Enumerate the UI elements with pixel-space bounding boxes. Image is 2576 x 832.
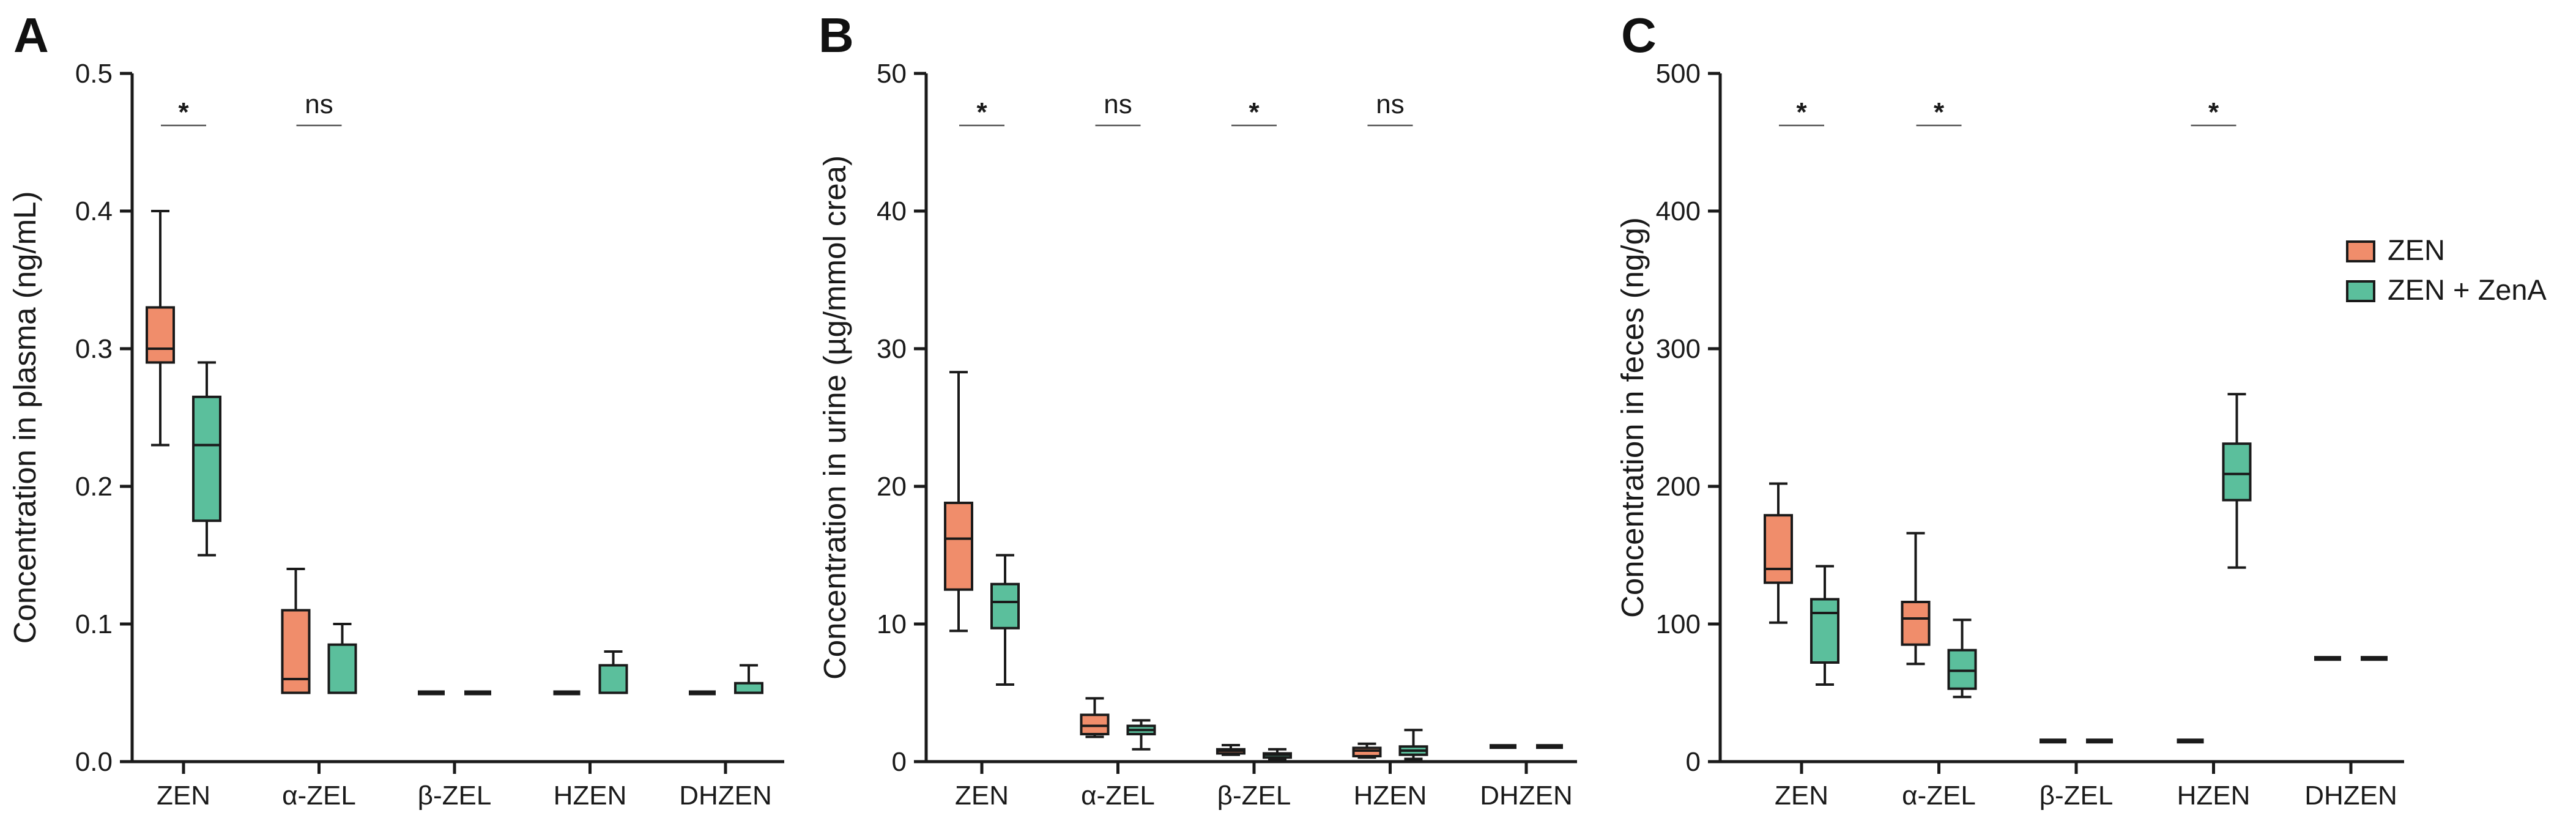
box-iqr: [1901, 601, 1931, 646]
significance-label: *: [178, 97, 189, 127]
panel-b: B Concentration in urine (µg/mmol crea) 0 1…: [817, 8, 1577, 811]
x-tick-label: DHZEN: [1480, 781, 1573, 811]
box-zen-zena: [1810, 565, 1839, 686]
legend: ZEN ZEN + ZenA: [2346, 234, 2547, 306]
significance-label: *: [1796, 97, 1807, 127]
box-iqr: [1947, 648, 1977, 690]
significance-label: ns: [1104, 89, 1132, 119]
legend-label: ZEN + ZenA: [2388, 273, 2547, 306]
y-tick-label: 100: [1656, 609, 1701, 639]
panel-letter: A: [13, 8, 49, 62]
x-tick-label: DHZEN: [2304, 781, 2397, 811]
box-zen-zena: [327, 623, 357, 694]
panel-letter: C: [1621, 8, 1657, 62]
box-zen-zena: [598, 650, 628, 694]
box-zen-zena: [734, 664, 763, 694]
y-tick-label: 300: [1656, 334, 1701, 364]
box-iqr: [192, 395, 221, 522]
y-tick-label: 0.4: [75, 196, 113, 226]
box-iqr: [1810, 598, 1839, 664]
y-tick-label: 0: [892, 747, 907, 777]
box-iqr: [146, 306, 175, 364]
significance-label: *: [976, 97, 987, 127]
y-tick-label: 200: [1656, 472, 1701, 502]
legend-label: ZEN: [2388, 234, 2445, 266]
box-iqr: [327, 643, 357, 694]
significance-label: ns: [305, 89, 333, 119]
x-tick-label: HZEN: [1354, 781, 1427, 811]
y-tick-label: 0.5: [75, 59, 113, 89]
y-tick-label: 50: [877, 59, 907, 89]
box-zen: [1216, 744, 1245, 756]
x-tick-label: ZEN: [1775, 781, 1828, 811]
x-tick-label: α-ZEL: [1081, 781, 1155, 811]
y-tick-label: 400: [1656, 196, 1701, 226]
box-zen: [1764, 482, 1793, 624]
box-zen-zena: [1398, 729, 1428, 760]
box-zen: [281, 568, 311, 694]
significance-label: *: [1934, 97, 1945, 127]
box-zen-zena: [1263, 748, 1292, 760]
legend-swatch: [2346, 280, 2375, 302]
significance-label: *: [2208, 97, 2219, 127]
y-tick-label: 0.2: [75, 472, 113, 502]
x-tick-label: DHZEN: [679, 781, 772, 811]
box-zen-zena: [990, 554, 1020, 686]
box-iqr: [990, 582, 1020, 630]
y-tick-label: 10: [877, 609, 907, 639]
box-zen: [944, 371, 973, 633]
box-iqr: [734, 682, 763, 694]
box-zen: [1901, 532, 1931, 666]
y-tick-label: 0.1: [75, 609, 113, 639]
box-zen-zena: [1947, 618, 1977, 699]
x-tick-label: ZEN: [157, 781, 210, 811]
legend-swatch: [2346, 240, 2375, 262]
x-tick-label: α-ZEL: [282, 781, 356, 811]
y-axis-title: Concentration in feces (ng/g): [1615, 217, 1650, 618]
box-zen: [146, 210, 175, 447]
x-tick-label: β-ZEL: [418, 781, 492, 811]
box-zen-zena: [2222, 393, 2252, 569]
box-iqr: [1080, 713, 1110, 735]
box-iqr: [944, 502, 973, 591]
y-axis-title: Concentration in plasma (ng/mL): [7, 191, 42, 644]
y-tick-label: 0.3: [75, 334, 113, 364]
box-iqr: [1352, 746, 1382, 757]
box-zen-zena: [192, 361, 221, 557]
y-tick-label: 30: [877, 334, 907, 364]
panel-a: A Concentration in plasma (ng/mL) 0.0 0.1 0.…: [7, 8, 784, 811]
x-tick-label: β-ZEL: [1217, 781, 1291, 811]
x-tick-label: HZEN: [554, 781, 627, 811]
y-tick-label: 20: [877, 472, 907, 502]
box-iqr: [2222, 442, 2252, 502]
box-iqr: [598, 664, 628, 694]
y-tick-label: 0: [1686, 747, 1701, 777]
box-iqr: [1764, 514, 1793, 584]
box-zen: [1080, 697, 1110, 738]
y-tick-label: 40: [877, 196, 907, 226]
y-tick-label: 0.0: [75, 747, 113, 777]
significance-label: *: [1249, 97, 1260, 127]
x-tick-label: α-ZEL: [1902, 781, 1976, 811]
x-tick-label: ZEN: [955, 781, 1009, 811]
y-tick-label: 500: [1656, 59, 1701, 89]
x-tick-label: β-ZEL: [2040, 781, 2114, 811]
panel-letter: B: [818, 8, 854, 62]
x-tick-label: HZEN: [2177, 781, 2251, 811]
box-zen: [1352, 742, 1382, 759]
y-axis-title: Concentration in urine (µg/mmol crea): [817, 155, 852, 680]
box-zen-zena: [1126, 719, 1156, 751]
box-iqr: [281, 609, 311, 694]
significance-label: ns: [1376, 89, 1404, 119]
panel-c: C Concentration in feces (ng/g) 0 100 200 300…: [1615, 8, 2404, 811]
